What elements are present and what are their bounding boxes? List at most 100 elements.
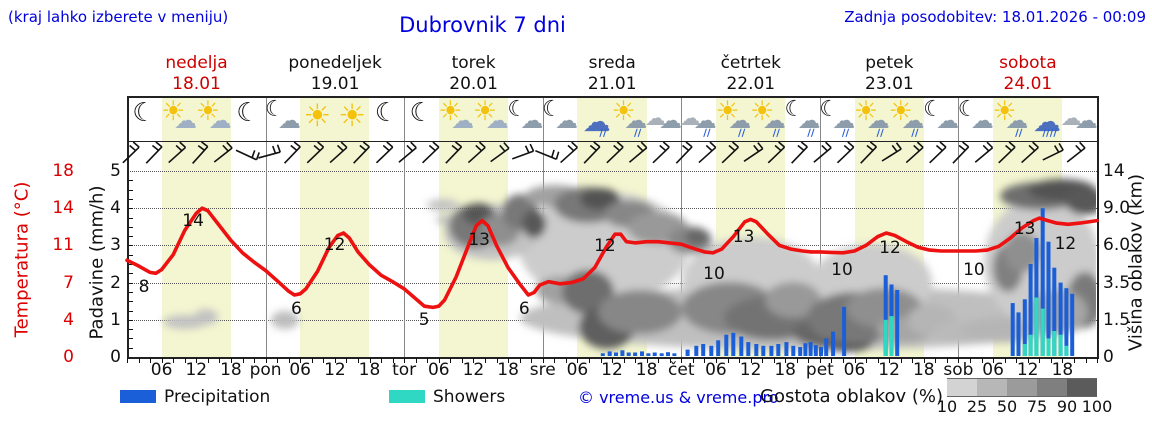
day-header-sobota: sobota 24.01 xyxy=(958,53,1097,95)
moon-glyph: ☾ xyxy=(819,97,839,122)
time-axis-tick xyxy=(438,358,440,363)
weather-icon-moon-cloud: ☾ ☁ xyxy=(541,98,579,140)
temp-value-label: 12 xyxy=(594,236,616,256)
time-label: 06 xyxy=(289,360,312,380)
temp-value-label: 13 xyxy=(468,229,491,250)
time-axis-tick xyxy=(785,358,787,363)
precip-axis-minor-tick xyxy=(129,180,133,182)
rain-glyph: ∕∕ xyxy=(703,128,711,139)
temp-value-label: 12 xyxy=(323,235,346,255)
precip-axis-minor-tick xyxy=(129,198,133,200)
weather-icon-sun-cloud: ☀ ☁ xyxy=(160,98,198,140)
rain-glyph: ∕∕ xyxy=(841,128,850,139)
density-tick-label: 75 xyxy=(1026,397,1048,416)
precip-axis-minor-tick xyxy=(129,189,133,191)
time-label: 06 xyxy=(427,360,450,380)
time-axis-tick xyxy=(912,358,914,363)
wind-barb xyxy=(836,141,855,164)
weather-icon-sun: ☀ xyxy=(333,98,371,140)
time-axis-tick xyxy=(646,358,648,363)
time-axis-tick xyxy=(658,358,660,363)
weather-icon-moon-cloud-rain: ☾ ☁ ∕∕ xyxy=(818,98,856,140)
precip-bar xyxy=(1064,288,1069,356)
precip-axis-minor-tick xyxy=(129,329,133,331)
sun-glyph: ☀ xyxy=(195,96,220,127)
frame-bottom xyxy=(127,357,1099,359)
time-axis-tick xyxy=(242,358,244,363)
time-label: 12 xyxy=(1016,360,1039,380)
density-tick-label: 100 xyxy=(1081,397,1113,416)
day-header-sreda: sreda 21.01 xyxy=(543,53,682,95)
credit-link[interactable]: © vreme.us & vreme.pro xyxy=(578,388,779,407)
cloud-glyph: ☁ xyxy=(451,108,475,134)
precip-axis-minor-tick xyxy=(129,301,133,303)
wind-barb xyxy=(813,141,832,163)
time-axis-tick xyxy=(739,358,740,363)
gridline xyxy=(127,171,1097,172)
wind-barb xyxy=(235,149,260,161)
precip-axis-minor-tick xyxy=(129,273,133,275)
weather-icon-clouds-rain: ☁ ☁ ∕∕ xyxy=(680,98,718,140)
time-axis-tick xyxy=(1073,358,1075,363)
time-axis-tick xyxy=(981,358,983,363)
time-label-day: tor xyxy=(392,360,417,380)
temp-value-label: 10 xyxy=(703,263,725,284)
precip-bar xyxy=(798,347,803,356)
time-label: 18 xyxy=(635,360,658,380)
cloud-height-axis-label: Višina oblakov (km) xyxy=(1125,173,1147,352)
day-date: 20.01 xyxy=(449,74,498,94)
time-axis-tick xyxy=(1004,358,1006,363)
time-label: 06 xyxy=(982,360,1004,380)
time-axis-tick xyxy=(461,358,463,363)
weather-icon-sun-cloud: ☀ ☁ xyxy=(195,98,233,140)
time-axis-tick xyxy=(531,358,533,363)
weather-icon-sun-cloud: ☀ ☁ xyxy=(437,98,475,140)
temp-tick-label: 14 xyxy=(52,198,74,219)
time-axis-tick xyxy=(866,358,867,363)
day-header-nedelja: nedelja 18.01 xyxy=(127,53,266,95)
sun-glyph: ☀ xyxy=(472,96,498,127)
rain-glyph: ∕∕ xyxy=(599,128,607,139)
precip-axis-minor-tick xyxy=(129,254,133,256)
density-colorbar-segment xyxy=(977,378,1007,397)
wind-barb xyxy=(122,141,140,164)
weather-icon-cloud-heavy-rain: ☁ ∕∕∕∕ xyxy=(1026,98,1064,140)
time-axis-tick xyxy=(508,358,510,363)
weather-icon-moon: ☾ xyxy=(403,98,441,140)
time-label: 18 xyxy=(774,360,797,380)
day-date: 24.01 xyxy=(1003,74,1053,94)
precip-bar xyxy=(813,345,818,356)
temp-value-label: 6 xyxy=(518,299,530,319)
cloud-tick-label: 0 xyxy=(1103,347,1114,367)
time-axis-tick xyxy=(427,358,429,363)
density-tick-label: 50 xyxy=(996,397,1018,416)
time-axis-tick xyxy=(692,358,694,363)
time-axis-tick xyxy=(669,358,671,363)
precip-bar xyxy=(709,345,714,356)
gridline xyxy=(127,319,1097,321)
time-label: 06 xyxy=(705,360,727,380)
time-label: 12 xyxy=(601,360,623,380)
showers-legend-label: Showers xyxy=(433,387,506,407)
precip-bar xyxy=(685,349,690,356)
rain-glyph: ∕∕ xyxy=(1015,128,1023,139)
time-label: 12 xyxy=(324,360,346,380)
precip-bar xyxy=(803,343,808,356)
time-axis-tick xyxy=(588,358,590,363)
cloud-tick-label: 1.5 xyxy=(1103,309,1131,330)
time-axis-tick xyxy=(138,358,140,363)
wind-barb xyxy=(283,141,301,164)
time-axis-tick xyxy=(254,358,255,363)
time-axis-tick xyxy=(577,358,579,363)
moon-glyph: ☾ xyxy=(542,97,562,122)
showers-legend-swatch xyxy=(389,390,425,403)
temp-value-label: 5 xyxy=(418,310,430,331)
cloud2-glyph: ☁ xyxy=(645,106,666,130)
cloud-glyph: ☁ xyxy=(970,108,994,134)
precip-axis-minor-tick xyxy=(129,291,133,293)
last-update-text: Zadnja posodobitev: 18.01.2026 - 00:09 xyxy=(844,8,1146,26)
moon-glyph: ☾ xyxy=(264,97,285,122)
rain-glyph: ∕∕∕∕ xyxy=(1042,128,1057,139)
rain-glyph: ∕∕ xyxy=(911,128,919,139)
sun-glyph: ☀ xyxy=(161,96,186,127)
